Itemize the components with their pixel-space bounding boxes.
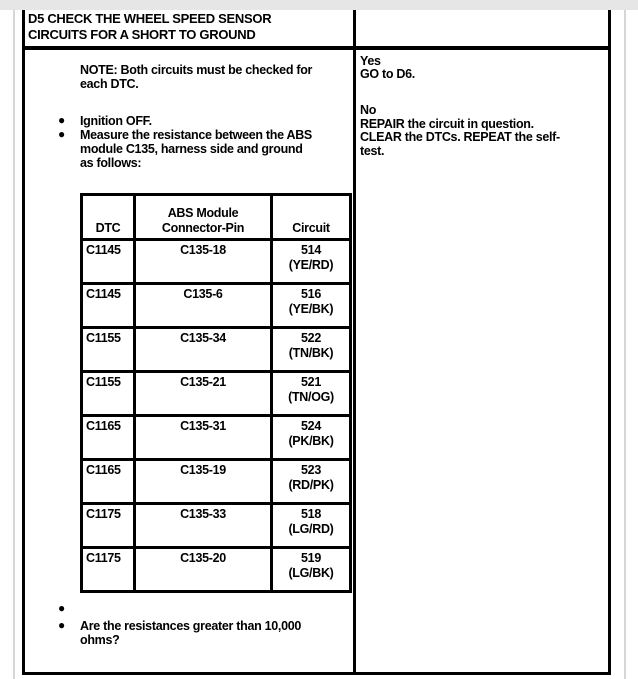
- table-row: C1175 C135-33 518 (LG/RD): [80, 502, 352, 549]
- cell-circuit: 518 (LG/RD): [270, 502, 352, 549]
- bullet-icon: ●: [58, 113, 66, 127]
- cell-dtc: C1155: [80, 370, 136, 417]
- cell-dtc: C1145: [80, 238, 136, 285]
- note: NOTE: Both circuits must be checked for …: [80, 63, 313, 91]
- bullet-icon: ●: [58, 618, 66, 632]
- cell-connector-pin: C135-33: [133, 502, 273, 549]
- cell-circuit: 516 (YE/BK): [270, 282, 352, 329]
- table-row: C1165 C135-31 524 (PK/BK): [80, 414, 352, 461]
- header-circuit: Circuit: [270, 193, 352, 241]
- cell-connector-pin: C135-31: [133, 414, 273, 461]
- table-row: C1145 C135-18 514 (YE/RD): [80, 238, 352, 285]
- page-edge-right: [624, 10, 626, 679]
- cell-connector-pin: C135-6: [133, 282, 273, 329]
- cell-circuit: 521 (TN/OG): [270, 370, 352, 417]
- cell-dtc: C1165: [80, 458, 136, 505]
- cell-dtc: C1175: [80, 502, 136, 549]
- cell-connector-pin: C135-19: [133, 458, 273, 505]
- cell-circuit: 519 (LG/BK): [270, 546, 352, 593]
- instruction-ignition: Ignition OFF.: [80, 114, 152, 128]
- header-divider: [22, 46, 611, 50]
- cell-circuit: 524 (PK/BK): [270, 414, 352, 461]
- cell-dtc: C1165: [80, 414, 136, 461]
- bullet-icon: ●: [58, 127, 66, 141]
- result-yes: Yes GO to D6.: [360, 54, 415, 81]
- table-row: C1165 C135-19 523 (RD/PK): [80, 458, 352, 505]
- instruction-measure: Measure the resistance between the ABS m…: [80, 128, 312, 170]
- table-row: C1145 C135-6 516 (YE/BK): [80, 282, 352, 329]
- connector-pin-table: DTC ABS Module Connector-Pin Circuit C11…: [80, 193, 352, 593]
- cell-dtc: C1155: [80, 326, 136, 373]
- page-edge-left: [13, 10, 15, 679]
- result-no: No REPAIR the circuit in question. CLEAR…: [360, 103, 560, 158]
- cell-circuit: 522 (TN/BK): [270, 326, 352, 373]
- step-table: [22, 10, 611, 675]
- cell-connector-pin: C135-21: [133, 370, 273, 417]
- cell-circuit: 514 (YE/RD): [270, 238, 352, 285]
- cell-dtc: C1145: [80, 282, 136, 329]
- table-row: C1155 C135-34 522 (TN/BK): [80, 326, 352, 373]
- top-band: [0, 0, 638, 10]
- header-dtc: DTC: [80, 193, 136, 241]
- header-connector-pin: ABS Module Connector-Pin: [133, 193, 273, 241]
- table-header-row: DTC ABS Module Connector-Pin Circuit: [80, 193, 352, 241]
- step-title: D5 CHECK THE WHEEL SPEED SENSOR CIRCUITS…: [28, 11, 272, 42]
- bullet-icon: ●: [58, 601, 66, 615]
- cell-connector-pin: C135-18: [133, 238, 273, 285]
- table-row: C1155 C135-21 521 (TN/OG): [80, 370, 352, 417]
- cell-connector-pin: C135-34: [133, 326, 273, 373]
- table-row: C1175 C135-20 519 (LG/BK): [80, 546, 352, 593]
- cell-circuit: 523 (RD/PK): [270, 458, 352, 505]
- cell-connector-pin: C135-20: [133, 546, 273, 593]
- question: Are the resistances greater than 10,000 …: [80, 619, 302, 647]
- cell-dtc: C1175: [80, 546, 136, 593]
- column-divider: [353, 10, 356, 675]
